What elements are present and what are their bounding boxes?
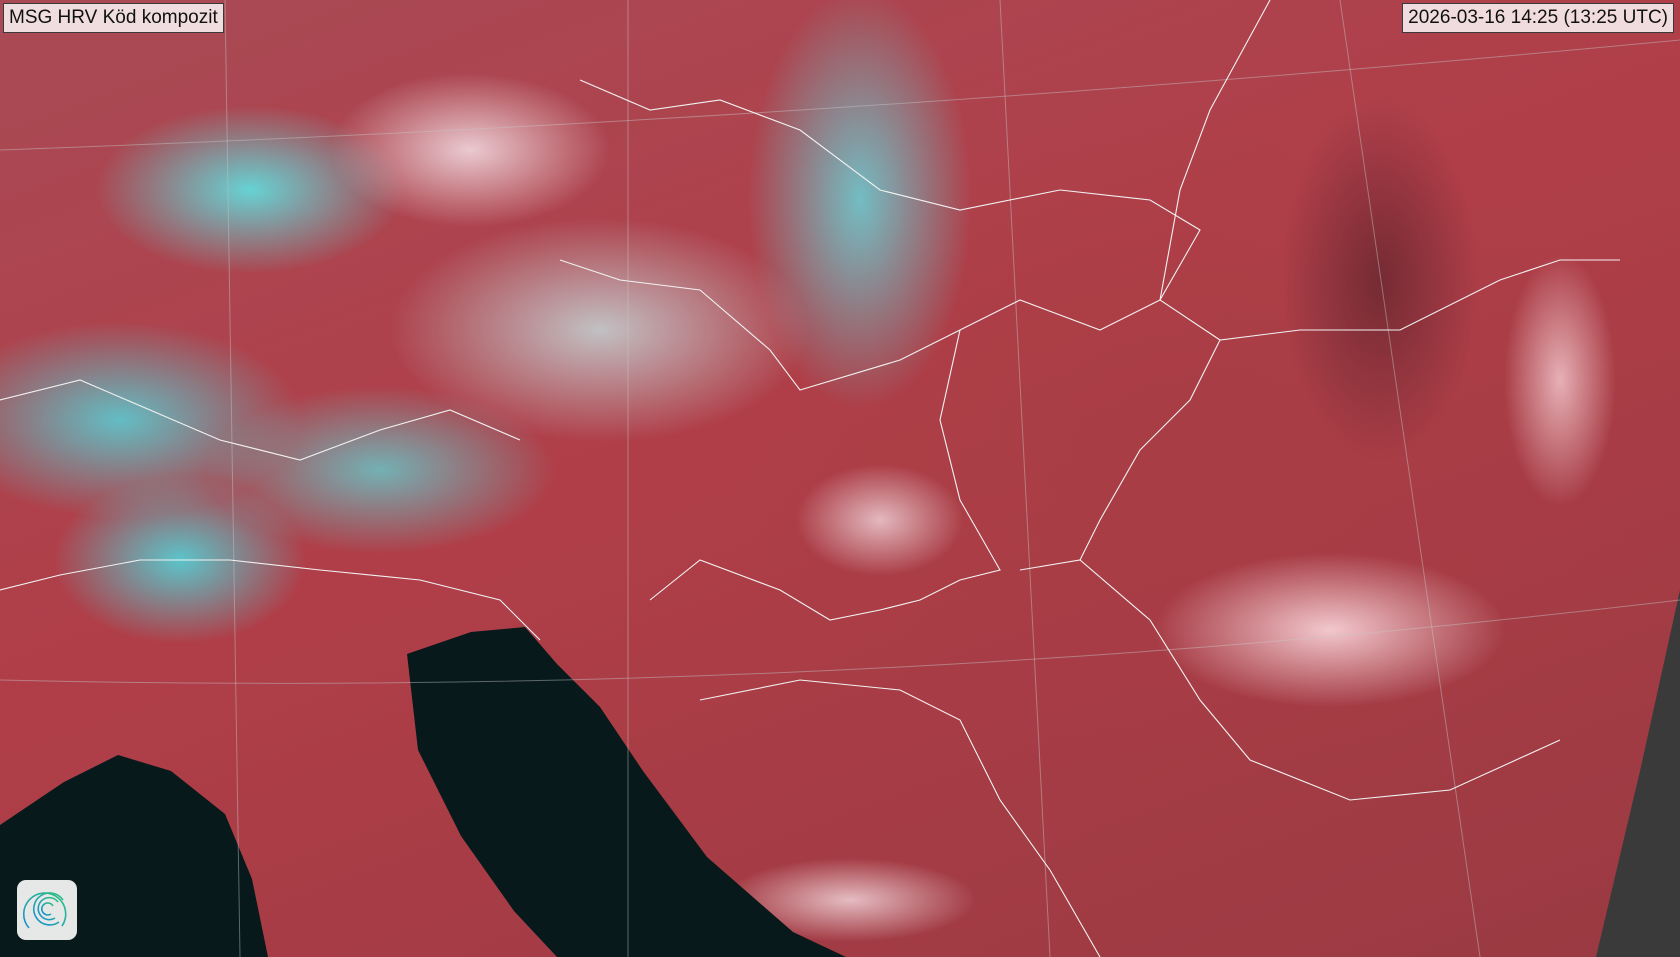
spiral-logo-icon: [17, 880, 77, 940]
country-borders: [0, 0, 1620, 957]
timestamp-label: 2026-03-16 14:25 (13:25 UTC): [1402, 3, 1674, 33]
adriatic-sea: [407, 627, 846, 957]
no-data-area: [1596, 590, 1680, 957]
product-title: MSG HRV Köd kompozit: [3, 3, 224, 33]
